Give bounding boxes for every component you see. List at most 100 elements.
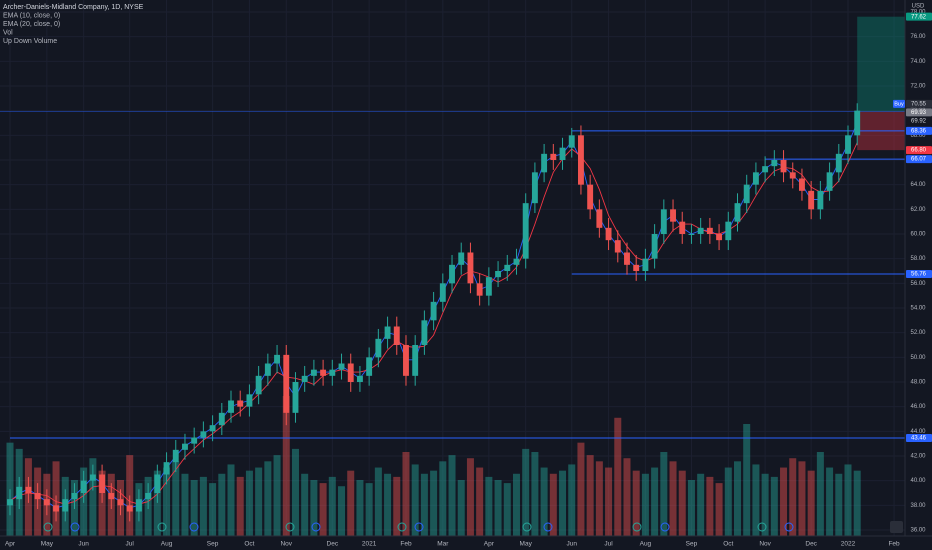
candle-body: [356, 375, 363, 382]
volume-bar: [761, 473, 769, 536]
earnings-icon[interactable]: [632, 522, 642, 532]
y-tick-label: 76.00: [910, 34, 926, 40]
profit-zone: [857, 16, 905, 112]
volume-bar: [586, 455, 594, 536]
price-label-box: [906, 99, 932, 108]
candle-body: [62, 499, 69, 512]
dividend-icon[interactable]: [784, 522, 794, 532]
volume-bar: [365, 483, 373, 536]
y-tick-label: 46.00: [910, 404, 926, 410]
volume-bar: [199, 476, 207, 536]
price-label-box: [906, 126, 932, 135]
earnings-icon[interactable]: [157, 522, 167, 532]
candle-body: [16, 486, 23, 500]
candle-body: [670, 209, 676, 222]
order-tag: Buy: [894, 101, 904, 107]
volume-bar: [457, 480, 465, 536]
volume-bar: [291, 448, 299, 536]
candle-body: [605, 227, 612, 241]
volume-bar: [420, 473, 428, 536]
volume-bar: [623, 458, 631, 536]
candle-body: [283, 354, 290, 413]
volume-bar: [549, 473, 557, 536]
x-tick-label: Jul: [126, 541, 135, 548]
price-label-box: [906, 269, 932, 278]
y-tick-label: 36.00: [910, 528, 926, 534]
candle-body: [393, 326, 400, 345]
candle-body: [403, 345, 409, 376]
volume-bar: [577, 442, 585, 536]
legend-item[interactable]: EMA (20, close, 0): [3, 21, 60, 28]
volume-bar: [273, 455, 281, 536]
candle-body: [596, 209, 603, 228]
settings-button[interactable]: [890, 521, 903, 533]
candle-body: [80, 480, 87, 493]
x-tick-label: Sep: [207, 541, 219, 548]
y-tick-label: 52.00: [910, 330, 926, 336]
legend-item[interactable]: Vol: [3, 29, 13, 36]
candle-body: [725, 221, 732, 241]
earnings-icon[interactable]: [43, 522, 53, 532]
candle-body: [347, 363, 354, 382]
candle-body: [117, 499, 124, 506]
candle-body: [577, 135, 584, 185]
y-tick-label: 42.00: [910, 454, 926, 460]
volume-bar: [669, 461, 677, 536]
candle-body: [99, 474, 106, 493]
x-tick-label: 2021: [362, 541, 377, 548]
volume-bar: [752, 464, 760, 536]
y-tick-label: 56.00: [910, 281, 926, 287]
candle-body: [541, 153, 548, 173]
dividend-icon[interactable]: [70, 522, 80, 532]
volume-bar: [559, 470, 567, 536]
x-tick-label: Dec: [327, 541, 339, 548]
x-tick-label: Oct: [723, 541, 733, 548]
earnings-icon[interactable]: [522, 522, 532, 532]
candle-body: [384, 326, 391, 339]
price-label-box: [906, 433, 932, 442]
volume-bar: [347, 470, 355, 536]
earnings-icon[interactable]: [757, 522, 767, 532]
volume-bar: [770, 476, 778, 536]
x-tick-label: May: [520, 541, 533, 548]
dividend-icon[interactable]: [311, 522, 321, 532]
candle-body: [366, 357, 373, 376]
candle-body: [679, 221, 686, 234]
candle-body: [826, 172, 833, 191]
legend-item[interactable]: Up Down Volume: [3, 38, 57, 45]
x-tick-label: Oct: [244, 541, 254, 548]
x-tick-label: Jul: [604, 541, 613, 548]
x-tick-label: Jun: [566, 541, 577, 548]
candle-body: [688, 234, 695, 235]
y-tick-label: 68.00: [910, 133, 926, 139]
candle-body: [762, 166, 769, 173]
candle-body: [495, 271, 502, 278]
volume-bar: [98, 470, 106, 536]
candle-body: [559, 147, 566, 160]
earnings-icon[interactable]: [397, 522, 407, 532]
price-label: 68.36: [911, 128, 927, 134]
candle-body: [172, 449, 179, 463]
x-tick-label: Feb: [888, 541, 900, 548]
dividend-icon[interactable]: [660, 522, 670, 532]
candles: [7, 103, 861, 522]
chart-title: Archer-Daniels-Midland Company, 1D, NYSE: [3, 4, 144, 11]
candle-body: [789, 172, 796, 179]
candle-body: [513, 258, 520, 265]
volume-bar: [209, 483, 217, 536]
dividend-icon[interactable]: [414, 522, 424, 532]
candle-body: [734, 203, 741, 222]
volume-bar: [163, 467, 171, 536]
earnings-icon[interactable]: [285, 522, 295, 532]
legend-item[interactable]: EMA (10, close, 0): [3, 12, 60, 19]
volume-bar: [227, 464, 235, 536]
volume-bar: [522, 448, 530, 536]
volume-bar: [678, 470, 686, 536]
volume-bar: [605, 467, 613, 536]
price-label: 77.62: [911, 14, 927, 20]
dividend-icon[interactable]: [189, 522, 199, 532]
dividend-icon[interactable]: [543, 522, 553, 532]
volume-bar: [282, 396, 290, 536]
candle-body: [845, 135, 851, 154]
